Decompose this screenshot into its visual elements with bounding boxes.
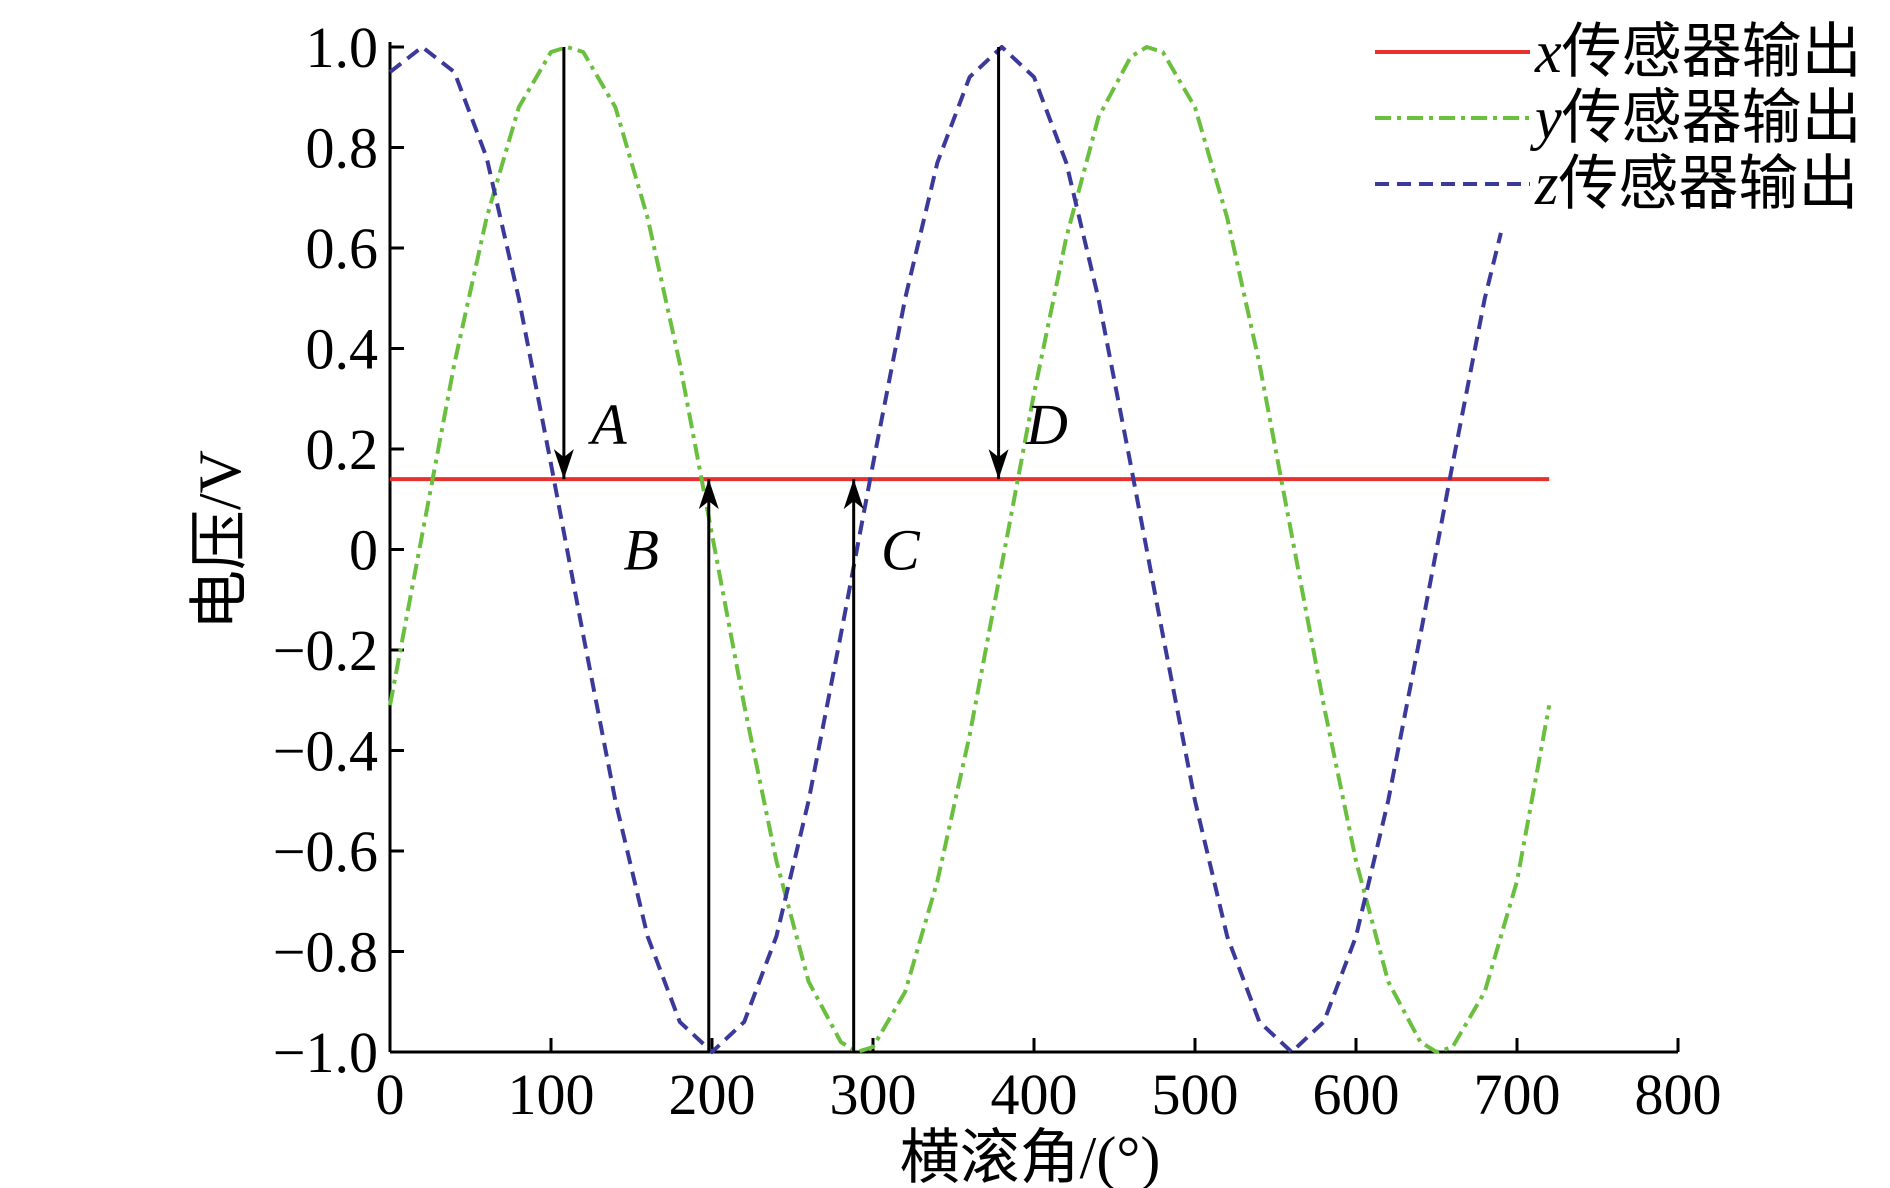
- y-tick-label: 0.6: [306, 216, 379, 281]
- y-tick-label: −0.8: [273, 920, 378, 985]
- plot-annotations: AB C D: [553, 47, 1068, 1052]
- x-tick-label: 700: [1474, 1062, 1561, 1127]
- y-tick-label: −0.6: [273, 819, 378, 884]
- legend-label-x: x传感器输出: [1534, 19, 1862, 85]
- y-tick-label: 0: [349, 518, 378, 583]
- y-axis-ticks: 1.0 0.8 0.6 0.4 0.2 0 −0.2 −0.4 −0.6 −0.8 −1.0: [273, 15, 404, 1085]
- point-label-A: A: [587, 392, 627, 457]
- x-tick-label: 500: [1152, 1062, 1239, 1127]
- point-label-C: C: [881, 518, 921, 583]
- point-label-D: D: [1025, 392, 1068, 457]
- x-axis-title: 横滚角/(°): [900, 1125, 1161, 1188]
- x-tick-label: 200: [669, 1062, 756, 1127]
- y-tick-label: −0.4: [273, 719, 378, 784]
- series-line-y: [388, 45, 1552, 1054]
- legend-label-y: y传感器输出: [1529, 85, 1862, 151]
- x-tick-label: 0: [376, 1062, 405, 1127]
- y-axis-title: 电压/V: [187, 450, 253, 630]
- x-tick-label: 800: [1635, 1062, 1722, 1127]
- point-label-B: B: [623, 518, 658, 583]
- y-tick-label: 1.0: [306, 15, 379, 80]
- x-axis-ticks: 0 100 200 300 400 500 600 700 800: [376, 1038, 1722, 1127]
- y-tick-label: −0.2: [273, 618, 378, 683]
- series-line-z: [388, 45, 1503, 1054]
- y-tick-label: −1.0: [273, 1020, 378, 1085]
- y-tick-label: 0.4: [306, 317, 379, 382]
- x-tick-label: 400: [991, 1062, 1078, 1127]
- y-tick-label: 0.2: [306, 417, 379, 482]
- legend-label-z: z传感器输出: [1534, 151, 1858, 217]
- axes: [388, 42, 1678, 1054]
- plot-series: [388, 45, 1552, 1054]
- y-tick-label: 0.8: [306, 116, 379, 181]
- x-tick-label: 600: [1313, 1062, 1400, 1127]
- x-tick-label: 100: [508, 1062, 595, 1127]
- x-tick-label: 300: [830, 1062, 917, 1127]
